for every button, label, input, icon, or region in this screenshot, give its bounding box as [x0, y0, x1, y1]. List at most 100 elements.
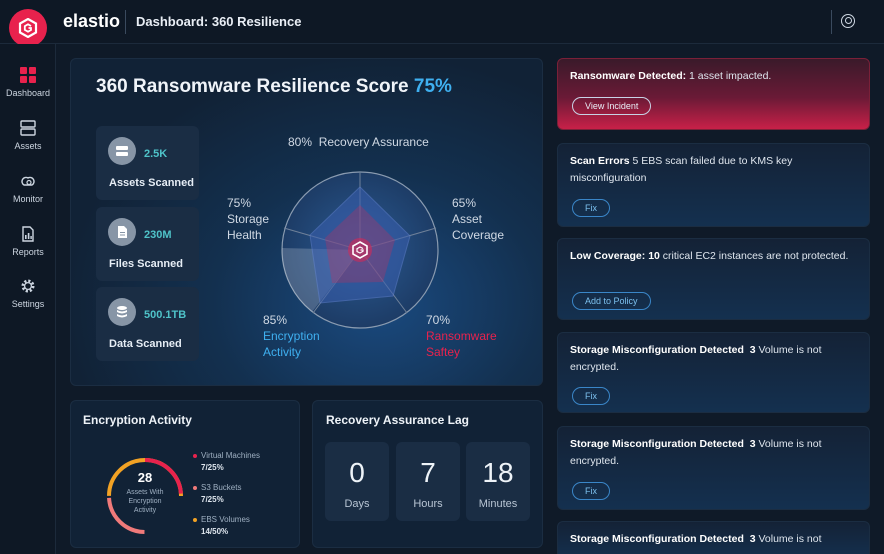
donut-center-label: Activity — [133, 507, 157, 514]
alert-title: Storage Misconfiguration Detected — [570, 344, 744, 356]
sidebar-item-dashboard[interactable]: Dashboard — [0, 67, 56, 98]
radar-pct: 65% — [452, 196, 477, 210]
sidebar-item-label: Monitor — [12, 194, 43, 204]
legend-dot — [193, 454, 197, 458]
donut-center-value: 28 — [137, 470, 153, 485]
alert-message: critical EC2 instances are not protected… — [662, 250, 849, 262]
sidebar-item-label: Reports — [12, 247, 44, 257]
encryption-activity-title: Encryption Activity — [83, 413, 192, 427]
sidebar-item-label: Assets — [14, 141, 42, 151]
stat-label: Data Scanned — [109, 338, 182, 350]
alert-count: 10 — [648, 250, 660, 262]
radar-axis-name: Activity — [263, 345, 302, 359]
encryption-activity-card — [70, 400, 300, 548]
alert-message: Volume is not encrypted. — [570, 344, 822, 373]
monitor-icon — [21, 176, 35, 186]
stat-files-scanned: 230M Files Scanned — [96, 207, 199, 281]
radar-axis-name: Ransomware — [426, 329, 497, 343]
lag-unit: Days — [344, 498, 370, 510]
lag-hours: 7 Hours — [396, 442, 460, 521]
recovery-lag-title: Recovery Assurance Lag — [326, 413, 469, 427]
top-bar: elastio Dashboard: 360 Resilience — [0, 0, 884, 47]
fix-button[interactable]: Fix — [572, 482, 610, 500]
resilience-radar-chart — [281, 171, 439, 329]
header-divider — [125, 10, 126, 34]
radar-label-ransomware: 70% Ransomware Saftey — [426, 312, 497, 360]
alert-storage-misconfiguration: Storage Misconfiguration Detected 3 Volu… — [557, 426, 870, 510]
donut-center-label: Encryption — [128, 498, 162, 505]
alert-title: Ransomware Detected: — [570, 70, 687, 82]
gear-icon — [21, 279, 35, 293]
encryption-donut-chart — [107, 458, 183, 534]
header-divider-right — [831, 10, 832, 34]
lag-value: 7 — [420, 457, 436, 488]
stat-value: 2.5K — [144, 148, 168, 160]
alert-text: Storage Misconfiguration Detected 3 Volu… — [570, 436, 860, 470]
legend-virtual-machines: Virtual Machines 7/25% — [193, 450, 260, 474]
elastio-logo[interactable] — [9, 9, 47, 47]
alert-text: Storage Misconfiguration Detected 3 Volu… — [570, 531, 860, 548]
assets-icon — [20, 120, 36, 136]
radar-center-logo-icon — [352, 241, 368, 259]
alert-title: Low Coverage: — [570, 250, 646, 262]
radar-axis-name: Coverage — [452, 228, 505, 242]
radar-center-glow — [348, 238, 372, 262]
lag-value: 18 — [482, 457, 514, 488]
sidebar-item-label: Settings — [11, 299, 45, 309]
radar-pct: 70% — [426, 313, 451, 327]
alert-scan-errors: Scan Errors 5 EBS scan failed due to KMS… — [557, 143, 870, 227]
alert-message: 5 EBS scan failed due to KMS key misconf… — [570, 155, 793, 184]
view-incident-button[interactable]: View Incident — [572, 97, 652, 115]
add-to-policy-button[interactable]: Add to Policy — [572, 292, 651, 310]
dashboard-icon — [20, 67, 36, 83]
sidebar-item-assets[interactable]: Assets — [0, 120, 56, 151]
radar-axis-name: Asset — [452, 212, 483, 226]
score-title: 360 Ransomware Resilience Score 75% — [96, 76, 452, 98]
alert-title: Storage Misconfiguration Detected — [570, 533, 744, 545]
alert-storage-misconfiguration: Storage Misconfiguration Detected 3 Volu… — [557, 521, 870, 554]
stat-data-scanned: 500.1TB Data Scanned — [96, 287, 199, 361]
legend-label: S3 Buckets — [201, 483, 242, 492]
radar-label-storage-health: 75% Storage Health — [227, 195, 269, 243]
radar-axis-name: Storage — [227, 212, 270, 226]
alert-storage-misconfiguration: Storage Misconfiguration Detected 3 Volu… — [557, 332, 870, 413]
sidebar-item-monitor[interactable]: Monitor — [0, 173, 56, 204]
legend-value: 14/50% — [201, 527, 229, 536]
sidebar-item-reports[interactable]: Reports — [0, 226, 56, 257]
lag-unit: Minutes — [478, 498, 518, 510]
radar-axis-name: Saftey — [426, 345, 461, 359]
radar-axis-name: Health — [227, 228, 262, 242]
alert-message: Volume is not — [758, 533, 822, 545]
stat-label: Files Scanned — [109, 258, 183, 270]
reports-icon — [22, 226, 34, 242]
alert-count: 3 — [749, 438, 756, 450]
alert-ransomware-detected: Ransomware Detected: 1 asset impacted. V… — [557, 58, 870, 130]
lag-days: 0 Days — [325, 442, 389, 521]
alert-text: Low Coverage: 10 critical EC2 instances … — [570, 248, 860, 265]
fix-button[interactable]: Fix — [572, 199, 610, 217]
donut-center-label: Assets With — [126, 489, 164, 496]
stat-label: Assets Scanned — [109, 177, 194, 189]
sidebar-item-settings[interactable]: Settings — [0, 278, 56, 309]
radar-label-encryption: 85% Encryption Activity — [263, 312, 320, 360]
page-title: Dashboard: 360 Resilience — [136, 14, 302, 29]
legend-s3-buckets: S3 Buckets 7/25% — [193, 482, 242, 506]
alert-text: Ransomware Detected: 1 asset impacted. — [570, 68, 860, 85]
sidebar-item-label: Dashboard — [5, 88, 51, 98]
alert-message: Volume is not encrypted. — [570, 438, 822, 467]
server-icon — [108, 137, 136, 165]
alert-low-coverage: Low Coverage: 10 critical EC2 instances … — [557, 238, 870, 320]
legend-value: 7/25% — [201, 463, 224, 472]
radar-label-recovery: 80% Recovery Assurance — [288, 134, 429, 150]
user-profile-icon[interactable] — [841, 14, 855, 28]
score-value: 75% — [413, 76, 452, 97]
alert-text: Scan Errors 5 EBS scan failed due to KMS… — [570, 153, 860, 187]
legend-value: 7/25% — [201, 495, 224, 504]
legend-dot — [193, 486, 197, 490]
radar-axis-name: Encryption — [263, 329, 320, 343]
alert-message: 1 asset impacted. — [689, 70, 772, 82]
fix-button[interactable]: Fix — [572, 387, 610, 405]
database-icon — [108, 298, 136, 326]
alert-title: Storage Misconfiguration Detected — [570, 438, 744, 450]
radar-pct: 80% — [288, 135, 313, 149]
